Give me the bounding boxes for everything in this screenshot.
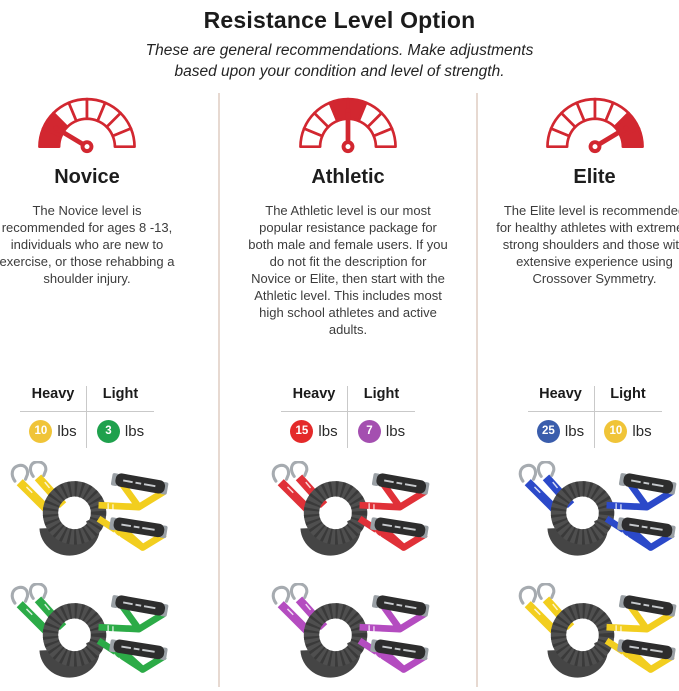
light-weight-badge: 7 (357, 419, 381, 443)
light-column-header: Light (348, 386, 415, 412)
column-athletic: Athletic The Athletic level is our most … (218, 92, 478, 687)
level-title-novice: Novice (54, 165, 120, 188)
heavy-weight-badge: 15 (290, 419, 314, 443)
weight-table-novice: Heavy Light 10 lbs 3 lbs (20, 385, 154, 448)
page-header: Resistance Level Option These are genera… (0, 0, 679, 83)
light-column-header: Light (87, 386, 154, 412)
product-image-light-band (266, 582, 430, 681)
unit-label: lbs (632, 422, 652, 440)
heavy-column-header: Heavy (281, 385, 348, 412)
weight-table-athletic: Heavy Light 15 lbs 7 lbs (281, 385, 415, 448)
unit-label: lbs (564, 422, 585, 440)
level-description-elite: The Elite level is recommended for healt… (496, 202, 679, 286)
unit-label: lbs (124, 422, 145, 440)
heavy-weight-cell: 25 lbs (528, 411, 595, 448)
product-image-heavy-band (513, 460, 677, 559)
gauge-mid-icon (296, 95, 400, 157)
subtitle-line-1: These are general recommendations. Make … (145, 42, 534, 59)
level-columns: Novice The Novice level is recommended f… (0, 92, 679, 687)
product-image-light-band (5, 582, 169, 681)
level-title-elite: Elite (573, 165, 616, 188)
heavy-column-header: Heavy (527, 385, 595, 412)
product-image-heavy-band (5, 460, 169, 559)
product-image-heavy-band (266, 460, 430, 559)
light-weight-cell: 10 lbs (595, 412, 662, 448)
gauge-high-icon (543, 95, 647, 157)
page-subtitle: These are general recommendations. Make … (0, 41, 679, 83)
light-weight-badge: 10 (604, 419, 628, 443)
light-column-header: Light (594, 386, 662, 412)
level-description-athletic: The Athletic level is our most popular r… (248, 202, 448, 337)
unit-label: lbs (57, 422, 77, 440)
heavy-weight-cell: 10 lbs (20, 411, 87, 448)
gauge-low-icon (35, 95, 139, 157)
light-weight-badge: 3 (96, 419, 120, 443)
light-weight-cell: 3 lbs (87, 412, 154, 448)
product-image-light-band (513, 582, 677, 681)
subtitle-line-2: based upon your condition and level of s… (174, 62, 505, 80)
heavy-weight-cell: 15 lbs (281, 411, 348, 448)
level-description-novice: The Novice level is recommended for ages… (0, 202, 175, 286)
unit-label: lbs (318, 422, 338, 440)
column-elite: Elite The Elite level is recommended for… (478, 93, 679, 687)
heavy-weight-badge: 10 (29, 419, 53, 443)
heavy-column-header: Heavy (20, 385, 87, 412)
page-title: Resistance Level Option (203, 7, 476, 33)
light-weight-cell: 7 lbs (348, 412, 415, 448)
weight-table-elite: Heavy Light 25 lbs 10 lbs (527, 385, 662, 448)
unit-label: lbs (385, 422, 406, 440)
heavy-weight-badge: 25 (536, 419, 560, 443)
level-title-athletic: Athletic (311, 165, 385, 188)
column-novice: Novice The Novice level is recommended f… (0, 93, 218, 687)
